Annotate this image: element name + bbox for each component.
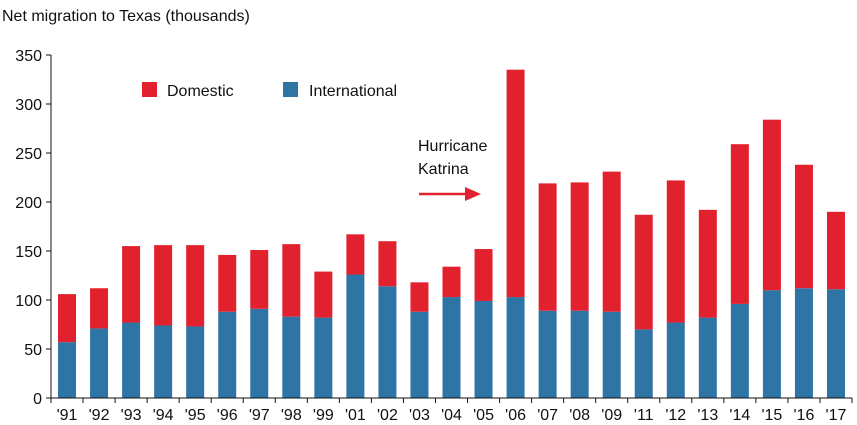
x-tick-label: '14 [729,407,750,424]
legend-label-domestic: Domestic [167,83,234,100]
bar-international-11 [410,311,429,398]
legend-swatch-international [283,82,298,97]
bar-international-2 [122,322,141,398]
bar-domestic-16 [570,182,589,311]
legend-label-international: International [309,83,397,100]
x-axis: '91 '92 '93 '94 '95 '96 '97 '98 '99 '01 '02 '03 '04 '… [50,397,853,424]
bar-domestic-6 [250,250,269,309]
x-tick-label: '92 [89,407,110,424]
bar-domestic-11 [410,282,429,312]
bar-international-14 [506,297,525,398]
bar-international-13 [474,300,493,398]
bars [58,69,845,398]
x-tick-label: '96 [217,407,238,424]
x-tick-label: '91 [57,407,78,424]
bar-domestic-10 [378,241,397,287]
x-tick-label: '99 [313,407,334,424]
bar-international-12 [442,297,461,398]
x-tick-label: '16 [794,407,815,424]
bar-international-19 [666,322,685,398]
x-tick-label: '15 [761,407,782,424]
bar-international-1 [90,328,109,398]
y-tick-label: 350 [15,48,42,65]
bar-international-16 [570,310,589,398]
x-tick-label: '07 [537,407,558,424]
bar-international-3 [154,325,173,398]
bar-domestic-21 [730,144,749,304]
bar-domestic-5 [218,254,237,312]
bar-domestic-17 [602,171,621,312]
bar-international-6 [250,308,269,398]
legend-swatch-domestic [142,82,157,97]
annotation-line-2: Katrina [418,161,469,178]
x-tick-label: '12 [665,407,686,424]
x-tick-label: '02 [377,407,398,424]
bar-international-22 [762,290,781,398]
bar-domestic-13 [474,249,493,301]
legend: Domestic International [142,82,397,100]
bar-international-24 [826,289,845,398]
bar-domestic-2 [122,246,141,323]
x-tick-label: '08 [569,407,590,424]
x-tick-label: '98 [281,407,302,424]
y-tick-label: 300 [15,97,42,114]
bar-domestic-15 [538,183,557,311]
y-tick-label: 150 [15,244,42,261]
chart-title: Net migration to Texas (thousands) [2,8,250,25]
x-tick-label: '09 [601,407,622,424]
x-tick-label: '13 [697,407,718,424]
bar-domestic-18 [634,214,653,330]
annotation-katrina: Hurricane Katrina [418,138,487,201]
bar-international-4 [186,326,205,398]
bar-international-15 [538,310,557,398]
bar-international-9 [346,274,365,398]
bar-international-10 [378,286,397,398]
x-tick-label: '04 [441,407,462,424]
bar-international-18 [634,329,653,398]
bar-international-7 [282,316,301,398]
x-tick-label: '97 [249,407,270,424]
y-tick-label: 0 [33,391,42,408]
bar-domestic-24 [826,211,845,290]
y-tick-label: 50 [24,342,42,359]
bar-domestic-1 [90,288,109,329]
x-tick-label: '95 [185,407,206,424]
bar-domestic-14 [506,69,525,298]
bar-international-21 [730,303,749,398]
x-tick-label: '01 [345,407,366,424]
bar-domestic-8 [314,271,333,318]
x-tick-label: '93 [121,407,142,424]
bar-domestic-23 [794,164,813,289]
bar-domestic-7 [282,244,301,317]
bar-international-0 [58,342,77,398]
y-tick-label: 100 [15,293,42,310]
annotation-arrow-head [465,187,481,201]
bar-international-5 [218,311,237,398]
bar-domestic-4 [186,245,205,327]
bar-domestic-20 [698,209,717,318]
y-tick-label: 200 [15,195,42,212]
bar-international-20 [698,317,717,398]
bar-domestic-0 [58,294,77,343]
x-tick-label: '11 [634,407,654,424]
bar-domestic-19 [666,180,685,323]
annotation-line-1: Hurricane [418,138,487,155]
bar-domestic-12 [442,266,461,298]
x-tick-label: '05 [473,407,494,424]
y-tick-label: 250 [15,146,42,163]
x-tick-label: '17 [826,407,847,424]
bar-international-23 [794,288,813,398]
x-tick-label: '94 [153,407,174,424]
x-tick-label: '06 [505,407,526,424]
bar-international-8 [314,317,333,398]
x-tick-label: '03 [409,407,430,424]
bar-domestic-9 [346,234,365,275]
bar-domestic-3 [154,245,173,326]
y-axis: 0 50 100 150 200 250 300 350 [15,48,52,408]
bar-domestic-22 [762,119,781,291]
bar-international-17 [602,311,621,398]
